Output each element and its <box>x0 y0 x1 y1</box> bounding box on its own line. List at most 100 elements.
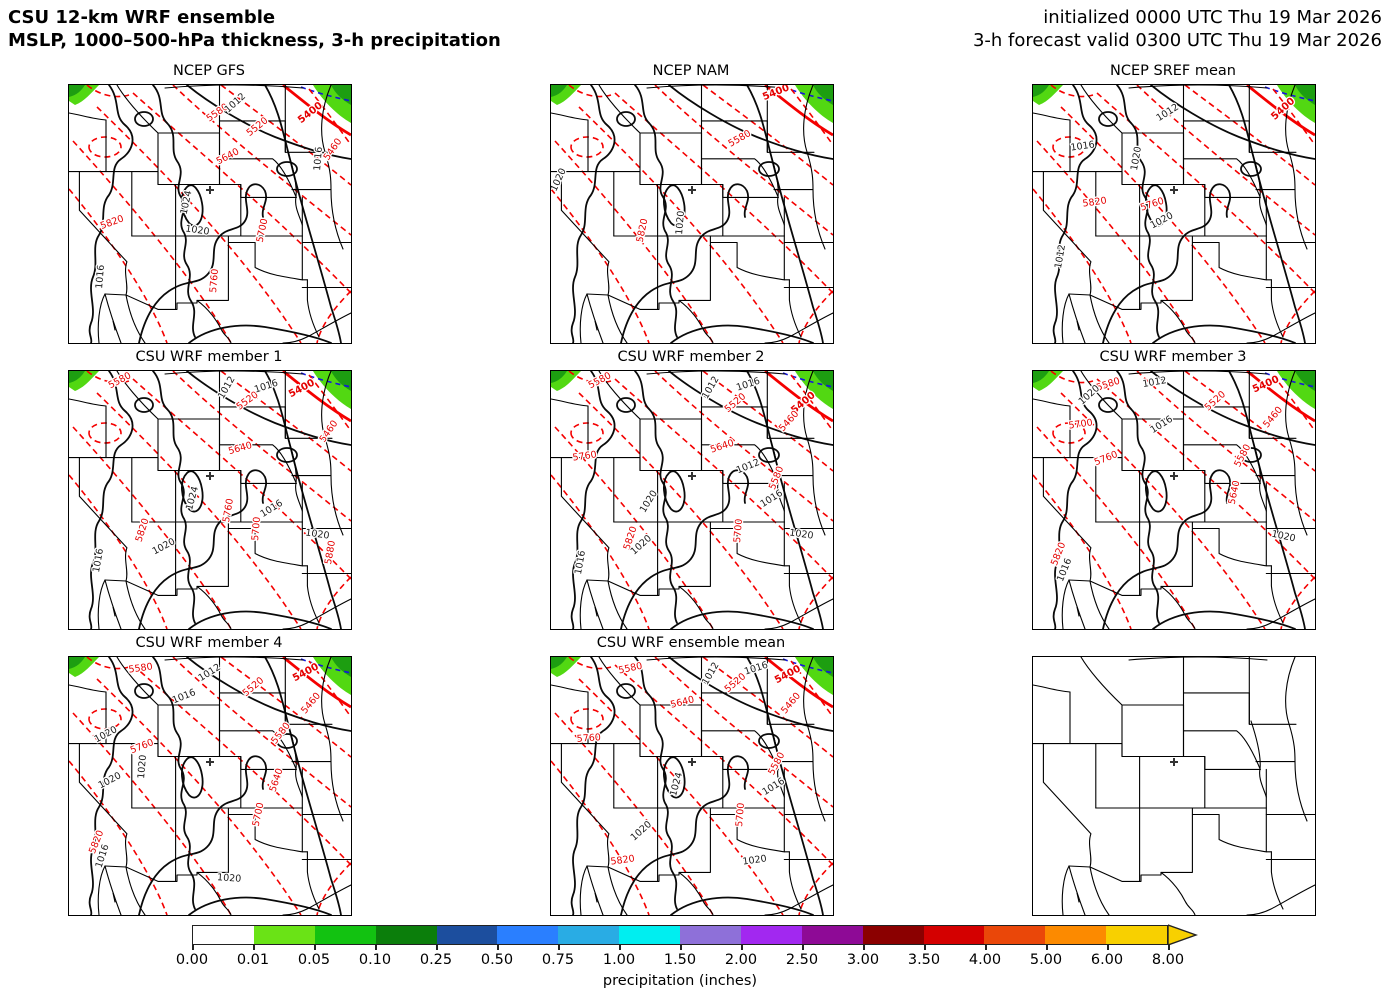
colorbar-segment <box>375 926 437 944</box>
colorbar-tick-label: 0.10 <box>358 952 392 968</box>
contour-label: 5760 <box>129 737 156 756</box>
colorbar-tick-label: 0.01 <box>236 952 270 968</box>
contour-label: 5520 <box>723 391 749 415</box>
contour-label: 1016 <box>312 146 325 171</box>
contour-label: 5700 <box>250 516 263 541</box>
contour-label: 5820 <box>134 517 152 543</box>
contour-label: 1020 <box>638 489 660 515</box>
contour-label: 5400 <box>291 661 321 684</box>
contour-label: 5520 <box>723 671 749 695</box>
contour-label: 5640 <box>227 440 253 457</box>
contour-label: 1016 <box>1149 414 1175 436</box>
contour-label: 5700 <box>1068 417 1093 431</box>
forecast-time-info: initialized 0000 UTC Thu 19 Mar 2026 3-h … <box>973 6 1382 52</box>
contour-label: 1016 <box>91 548 106 574</box>
figure-title: CSU 12-km WRF ensemble MSLP, 1000–500-hPa… <box>8 6 501 52</box>
colorbar-segment <box>436 926 498 944</box>
colorbar-tick-label: 0.75 <box>541 952 575 968</box>
colorbar-tick-label: 0.05 <box>297 952 331 968</box>
contour-label: 5640 <box>268 767 286 793</box>
title-line-1: CSU 12-km WRF ensemble <box>8 7 276 28</box>
title-line-2: MSLP, 1000–500-hPa thickness, 3-h precip… <box>8 30 501 51</box>
contour-label: 1016 <box>94 264 107 289</box>
colorbar-axis-label: precipitation (inches) <box>602 973 758 989</box>
contour-label: 1012 <box>1053 244 1068 270</box>
contour-label: 1020 <box>789 527 814 541</box>
colorbar-tick-mark <box>680 945 682 950</box>
contour-label: 1020 <box>151 536 178 557</box>
valid-time: 3-h forecast valid 0300 UTC Thu 19 Mar 2… <box>972 30 1382 51</box>
contour-label: 1016 <box>573 550 588 576</box>
contour-label: 5460 <box>1261 405 1285 431</box>
colorbar-segment <box>619 926 680 944</box>
colorbar-segment <box>314 926 376 944</box>
colorbar-tick-label: 2.50 <box>785 952 819 968</box>
colorbar-tick-mark <box>802 945 804 950</box>
colorbar-tick-mark <box>924 945 926 950</box>
colorbar-tick-mark <box>436 945 438 950</box>
colorbar-segment <box>862 926 924 944</box>
contour-label: 5700 <box>734 802 747 827</box>
colorbar-tick-mark <box>863 945 865 950</box>
contour-label: 1020 <box>1149 210 1176 231</box>
colorbar-tick-label: 2.00 <box>724 952 758 968</box>
contour-label: 1020 <box>185 223 210 237</box>
contour-label: 5700 <box>732 518 745 543</box>
contour-label: 5700 <box>255 218 271 244</box>
contour-label: 1020 <box>136 754 149 779</box>
contour-label: 1020 <box>550 167 569 194</box>
colorbar-tick-mark <box>253 945 255 950</box>
colorbar-segment <box>193 926 254 944</box>
init-time: initialized 0000 UTC Thu 19 Mar 2026 <box>1043 7 1382 28</box>
contour-label: 5460 <box>318 419 341 445</box>
colorbar-tick-label: 0.50 <box>480 952 514 968</box>
contour-label: 5820 <box>635 218 651 244</box>
colorbar-tick-label: 3.50 <box>907 952 941 968</box>
colorbar-tick-label: 0.00 <box>175 952 209 968</box>
panel-title <box>1032 635 1314 654</box>
contour-label: 5820 <box>610 853 635 867</box>
colorbar-tick-label: 8.00 <box>1151 952 1185 968</box>
contour-label: 5400 <box>287 377 317 400</box>
colorbar-tick-mark <box>314 945 316 950</box>
contour-label: 5640 <box>669 694 695 711</box>
panel-title: CSU WRF member 1 <box>135 349 283 365</box>
colorbar-tick-mark <box>192 945 194 950</box>
contour-label: 1020 <box>305 527 330 541</box>
contour-label: 1024 <box>179 190 195 216</box>
colorbar-tick-mark <box>985 945 987 950</box>
panel-map-wrf-member-4: 5580552054005460558056405700576058201012… <box>68 656 352 916</box>
colorbar-segment <box>253 926 315 944</box>
colorbar-tick-mark <box>741 945 743 950</box>
contour-label: 1012 <box>700 375 722 401</box>
panel-title: NCEP GFS <box>172 63 245 79</box>
colorbar-segments <box>192 925 1168 945</box>
colorbar-tick-label: 1.00 <box>602 952 636 968</box>
contour-label: 5460 <box>322 137 345 163</box>
contour-label: 5580 <box>727 128 753 150</box>
colorbar-tick-label: 3.00 <box>846 952 880 968</box>
contour-label: 5760 <box>221 498 236 524</box>
colorbar-tick-label: 4.00 <box>968 952 1002 968</box>
contour-label: 1016 <box>1070 139 1095 153</box>
contour-label: 1020 <box>674 210 687 235</box>
contour-label: 1020 <box>629 819 654 843</box>
colorbar-tick-mark <box>619 945 621 950</box>
contour-label: 1016 <box>171 687 198 706</box>
contour-label: 5460 <box>299 691 323 717</box>
contour-label: 1012 <box>700 661 722 687</box>
panel-map-blank <box>1032 656 1316 916</box>
contour-label: 5460 <box>779 691 803 717</box>
contour-label: 1020 <box>217 872 242 885</box>
contour-label: 5520 <box>1203 389 1228 413</box>
panel-title: CSU WRF member 4 <box>135 635 283 651</box>
colorbar-segment <box>801 926 863 944</box>
contour-label: 1012 <box>223 91 248 115</box>
colorbar-tick-mark <box>1107 945 1109 950</box>
colorbar-tick-mark <box>1168 945 1170 950</box>
contour-label: 1024 <box>184 485 201 511</box>
contour-label: 5760 <box>208 268 221 293</box>
colorbar-segment <box>1045 926 1107 944</box>
